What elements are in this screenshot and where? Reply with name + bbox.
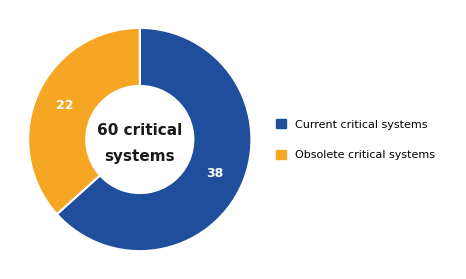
Wedge shape (57, 28, 251, 251)
Text: 38: 38 (206, 167, 224, 180)
Text: systems: systems (104, 149, 175, 164)
Text: 22: 22 (55, 99, 73, 112)
Wedge shape (28, 28, 140, 214)
Text: 60 critical: 60 critical (97, 123, 182, 138)
Legend: Current critical systems, Obsolete critical systems: Current critical systems, Obsolete criti… (276, 119, 435, 160)
